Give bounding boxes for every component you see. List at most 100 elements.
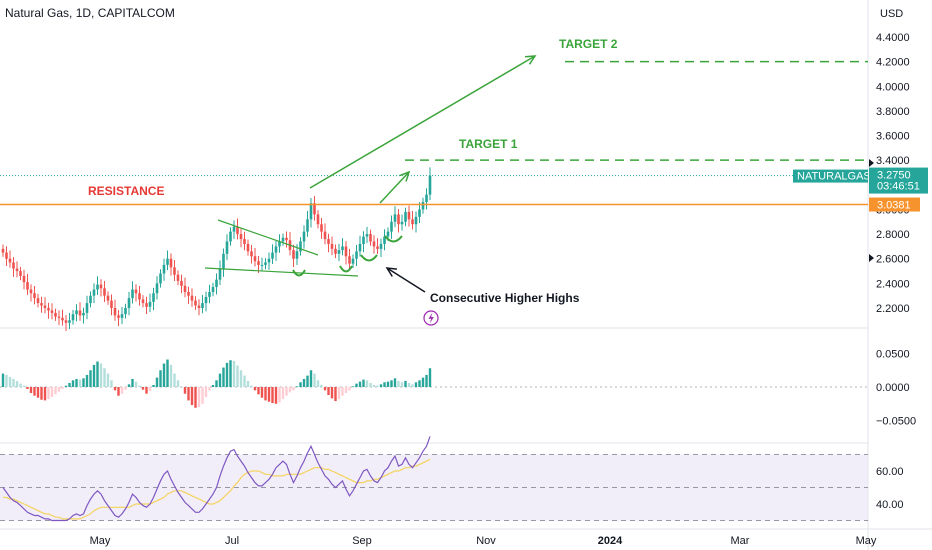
candle[interactable]	[106, 295, 110, 301]
candle[interactable]	[208, 291, 211, 297]
candle[interactable]	[218, 268, 222, 280]
candle[interactable]	[246, 243, 250, 252]
candle[interactable]	[113, 308, 117, 316]
candle[interactable]	[344, 246, 348, 257]
candle[interactable]	[211, 287, 215, 292]
candle[interactable]	[96, 284, 99, 290]
candle[interactable]	[47, 308, 50, 311]
candle[interactable]	[299, 241, 302, 252]
candle[interactable]	[236, 226, 239, 235]
candle[interactable]	[8, 258, 12, 263]
candle[interactable]	[421, 202, 425, 210]
candle[interactable]	[358, 243, 362, 252]
candle[interactable]	[127, 298, 131, 308]
candle[interactable]	[411, 219, 414, 225]
candle[interactable]	[82, 312, 85, 316]
candle[interactable]	[313, 203, 316, 215]
candle[interactable]	[397, 214, 400, 225]
candle[interactable]	[117, 315, 120, 318]
candle[interactable]	[138, 293, 141, 300]
candle[interactable]	[351, 258, 355, 264]
candle[interactable]	[50, 310, 54, 313]
candle[interactable]	[120, 314, 124, 318]
candle[interactable]	[369, 234, 372, 242]
candle[interactable]	[285, 237, 288, 241]
candle[interactable]	[33, 293, 36, 299]
candle[interactable]	[71, 314, 75, 321]
candle[interactable]	[330, 243, 334, 249]
candle[interactable]	[376, 246, 379, 249]
candle[interactable]	[414, 216, 418, 225]
candle[interactable]	[386, 231, 390, 237]
symbol-title[interactable]: Natural Gas, 1D, CAPITALCOM	[5, 6, 175, 20]
candle[interactable]	[54, 312, 57, 317]
candle[interactable]	[292, 250, 295, 259]
candle[interactable]	[1, 248, 5, 253]
candle[interactable]	[19, 271, 22, 276]
candle[interactable]	[43, 305, 47, 308]
candle[interactable]	[295, 251, 299, 259]
pattern-arrow[interactable]	[386, 267, 426, 293]
last-price-badge[interactable]	[869, 167, 928, 194]
candle[interactable]	[141, 299, 145, 304]
candle[interactable]	[152, 293, 155, 302]
candle[interactable]	[274, 246, 278, 253]
candle[interactable]	[222, 253, 225, 269]
candle[interactable]	[173, 267, 176, 275]
candle[interactable]	[425, 194, 428, 203]
candle[interactable]	[124, 308, 127, 315]
candle[interactable]	[264, 262, 267, 265]
candle[interactable]	[320, 224, 323, 232]
candle[interactable]	[278, 241, 281, 247]
candle[interactable]	[99, 284, 103, 289]
candle[interactable]	[239, 234, 243, 240]
candle[interactable]	[36, 298, 40, 304]
candle[interactable]	[5, 252, 8, 259]
candle[interactable]	[57, 316, 61, 318]
candle[interactable]	[183, 285, 187, 292]
candle[interactable]	[176, 274, 180, 281]
candle[interactable]	[400, 221, 404, 225]
candle[interactable]	[306, 219, 309, 232]
candle[interactable]	[61, 317, 64, 321]
candle[interactable]	[85, 303, 89, 313]
candle[interactable]	[194, 300, 197, 306]
candle[interactable]	[204, 296, 208, 304]
candle[interactable]	[348, 256, 351, 264]
candle[interactable]	[148, 301, 152, 307]
target1-arrow[interactable]	[379, 171, 410, 204]
candle[interactable]	[29, 289, 33, 294]
candle[interactable]	[22, 275, 26, 283]
candle[interactable]	[134, 289, 138, 294]
candle[interactable]	[155, 283, 159, 294]
candle[interactable]	[131, 289, 134, 299]
candle[interactable]	[281, 237, 285, 242]
candle[interactable]	[393, 214, 397, 222]
candle[interactable]	[257, 261, 260, 265]
candle[interactable]	[89, 295, 92, 304]
target2-arrow[interactable]	[309, 55, 536, 189]
candle[interactable]	[334, 248, 337, 254]
candle[interactable]	[190, 295, 194, 301]
candle[interactable]	[103, 288, 106, 296]
candle[interactable]	[341, 246, 344, 251]
candle[interactable]	[309, 203, 313, 220]
candle[interactable]	[75, 310, 78, 315]
candle[interactable]	[110, 300, 113, 308]
candle[interactable]	[390, 221, 393, 232]
candle[interactable]	[372, 241, 376, 247]
candle[interactable]	[337, 250, 341, 254]
candle[interactable]	[180, 280, 183, 286]
candle[interactable]	[225, 241, 229, 254]
candle[interactable]	[267, 258, 271, 263]
candle[interactable]	[15, 268, 19, 272]
wedge-upper-line[interactable]	[217, 219, 319, 256]
candle[interactable]	[159, 273, 162, 284]
candle[interactable]	[166, 258, 169, 265]
currency-label[interactable]: USD	[880, 8, 903, 20]
candle[interactable]	[250, 251, 253, 257]
candle[interactable]	[40, 303, 43, 306]
candle[interactable]	[78, 310, 82, 316]
candle[interactable]	[383, 236, 386, 244]
candle[interactable]	[92, 289, 96, 296]
